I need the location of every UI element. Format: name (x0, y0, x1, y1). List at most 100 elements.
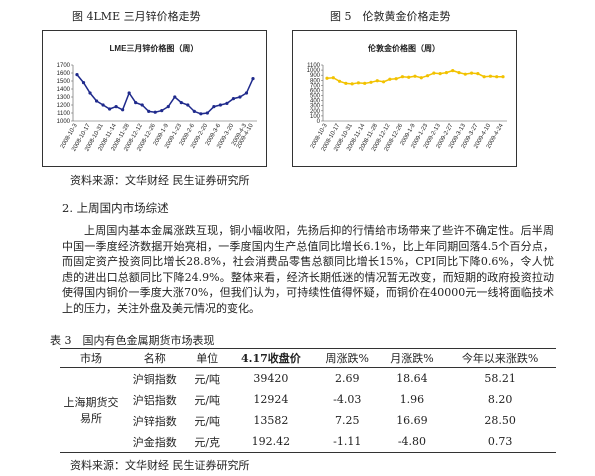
y-tick-label: 900 (310, 73, 321, 79)
y-tick-label: 600 (310, 88, 321, 94)
figure-caption: 图 4LME 三月锌价格走势 (72, 10, 201, 23)
table-cell: 58.21 (484, 372, 516, 385)
marker (166, 105, 170, 109)
marker (94, 99, 99, 103)
table-cell: 8.20 (487, 393, 513, 406)
marker (251, 77, 255, 81)
table-cell: 元/吨 (194, 393, 221, 407)
y-tick-label: 1300 (57, 95, 71, 101)
y-tick-label: 1600 (57, 71, 71, 77)
header-cell: 今年以来涨跌% (444, 348, 556, 368)
marker (134, 101, 138, 105)
marker (205, 111, 209, 115)
marker (369, 80, 373, 84)
marker (173, 95, 177, 99)
marker (363, 81, 367, 85)
section-heading: 2. 上周国内市场综述 (62, 201, 169, 215)
marker (344, 81, 348, 85)
chart: LME三月锌价格图（周） 1000 1100 1200 1300 1400 1500 1600… (42, 30, 267, 167)
marker (225, 101, 229, 105)
marker (179, 101, 183, 105)
y-tick-label: 1500 (57, 79, 71, 85)
y-tick-label: 400 (310, 99, 321, 105)
table-row: 沪锌指数 元/吨 13582 7.25 16.69 28.50 (60, 410, 556, 431)
marker (212, 105, 216, 109)
marker (218, 103, 223, 107)
marker (444, 71, 449, 75)
y-tick-label: 100 (310, 114, 321, 120)
marker (469, 71, 474, 75)
table-cell: 元/吨 (194, 372, 221, 386)
table-cell: 13582 (253, 414, 289, 427)
y-tick-label: 1200 (57, 103, 71, 109)
marker (147, 109, 151, 113)
marker (413, 74, 417, 78)
marker (337, 79, 342, 83)
table-cell: 7.25 (334, 414, 360, 427)
marker (495, 75, 499, 79)
marker (488, 74, 493, 78)
y-tick-label: 1100 (57, 111, 71, 117)
source: 资料来源：文华财经 民生证券研究所 (70, 174, 250, 187)
marker (160, 109, 164, 113)
table-cell: 16.69 (396, 414, 428, 427)
marker (140, 103, 144, 107)
header-cell: 市场 (60, 348, 122, 368)
table-cell: 沪铝指数 (132, 393, 177, 407)
figure-caption: 图 5 伦敦黄金价格走势 (330, 10, 451, 23)
marker (375, 79, 379, 83)
table-cell: 0.73 (444, 431, 556, 453)
marker (451, 69, 455, 73)
y-tick-label: 800 (310, 78, 321, 84)
marker (419, 76, 423, 80)
marker (400, 75, 405, 79)
marker (153, 110, 157, 114)
table-row: 沪金指数 元/克 192.42 -1.11 -4.80 0.73 (60, 431, 556, 453)
table-cell: 沪铜指数 (132, 372, 177, 386)
marker (463, 72, 467, 76)
marker (325, 76, 329, 80)
marker (501, 75, 505, 79)
marker (75, 73, 79, 77)
table: 市场 名称 单位 4.17收盘价 周涨跌% 月涨跌% 今年以来涨跌% 上海期货交易所 沪铜指数元… (60, 348, 556, 453)
marker (244, 91, 249, 95)
marker (107, 107, 112, 111)
marker (186, 103, 190, 107)
y-tick-label: 1100 (307, 63, 321, 69)
header-cell: 周涨跌% (314, 348, 380, 368)
header-cell: 名称 (122, 348, 188, 368)
line (76, 74, 254, 115)
table-row: 上海期货交易所 沪铜指数 元/吨 39420 2.69 18.64 58.21 (60, 367, 556, 453)
table-row: 沪铝指数 元/吨 12924 -4.03 1.96 8.20 (60, 389, 556, 410)
table-cell: 2.69 (334, 372, 360, 385)
marker (114, 105, 118, 109)
marker (81, 81, 86, 85)
y-tick-label: 200 (310, 109, 321, 115)
marker (476, 72, 480, 76)
marker (432, 71, 436, 75)
marker (88, 91, 92, 95)
marker (350, 82, 354, 86)
paragraph: 上周国内基本金属涨跌互现，铜小幅收阳，先扬后抑的行情给市场带来了些许不确定性。后… (62, 224, 554, 315)
chart: 伦敦金价格图（周） 0100200300400500600700800900100… (292, 30, 517, 167)
marker (482, 75, 486, 79)
table-cell: 39420 (253, 372, 289, 385)
marker (127, 91, 131, 95)
table-cell: 28.50 (484, 414, 516, 427)
y-tick-label: 700 (310, 83, 321, 89)
marker (407, 75, 411, 79)
y-tick-label: 1700 (57, 63, 71, 69)
table-cell: 1.96 (399, 393, 425, 406)
marker (331, 76, 335, 80)
marker (438, 72, 442, 76)
header-cell: 4.17收盘价 (226, 348, 315, 368)
marker (101, 103, 105, 107)
marker (199, 112, 203, 116)
marker (192, 109, 196, 113)
marker (356, 81, 361, 85)
marker (121, 108, 125, 112)
table-caption: 表 3 国内有色金属期货市场表现 (50, 334, 215, 347)
marker (394, 77, 398, 81)
marker (425, 74, 430, 78)
table-cell: 18.64 (396, 372, 428, 385)
